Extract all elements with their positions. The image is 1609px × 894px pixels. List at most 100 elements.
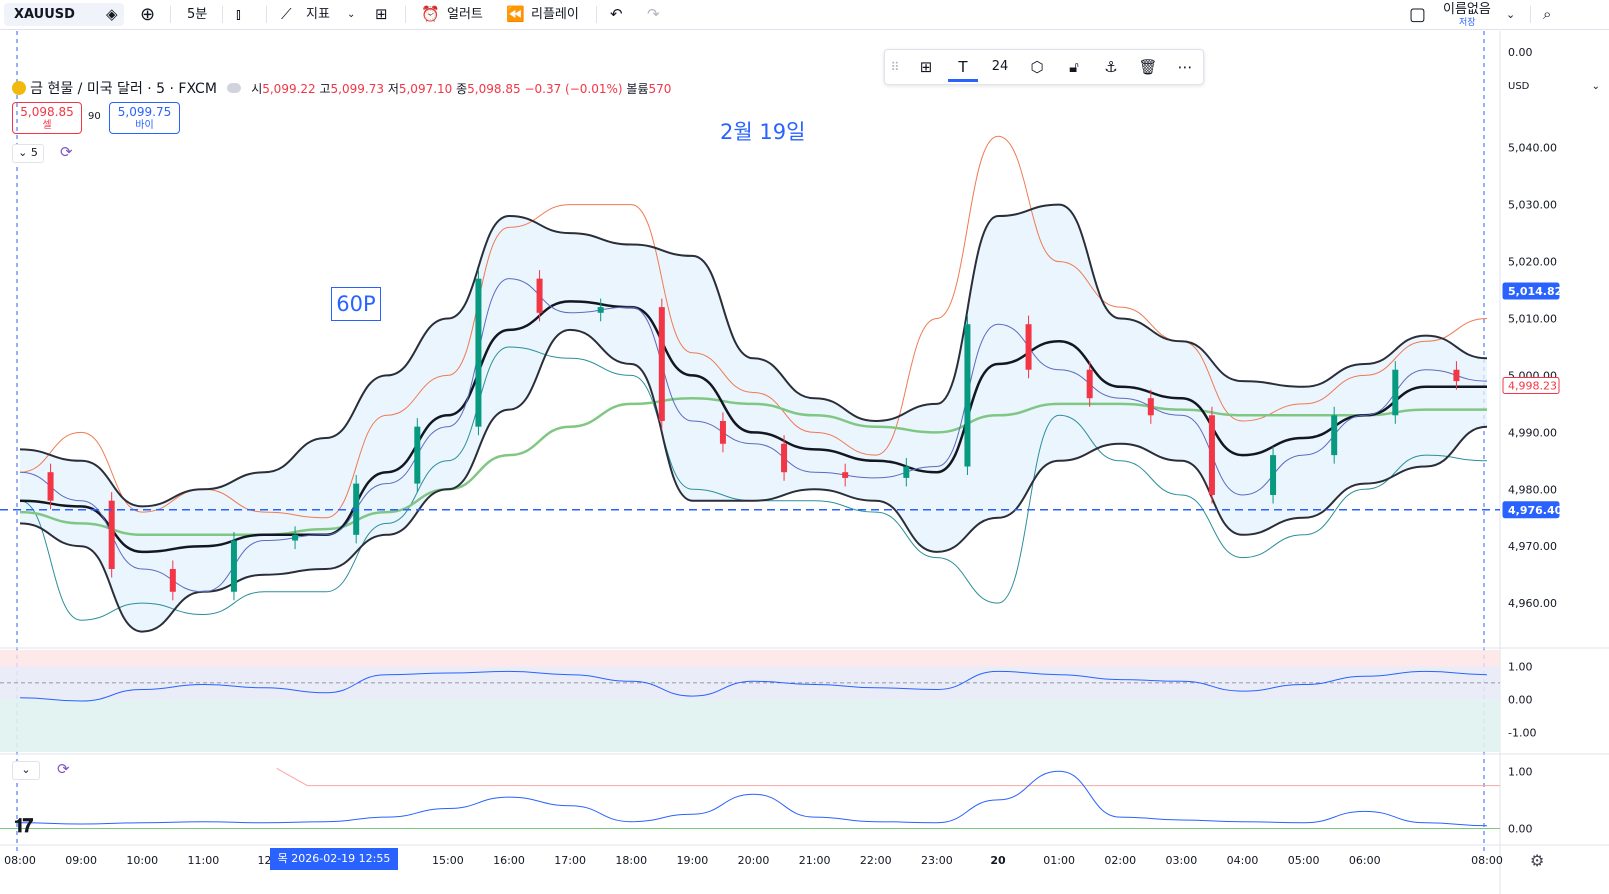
- time-tick-label: 19:00: [677, 854, 709, 867]
- price-axis-label: 4,976.40: [1508, 504, 1563, 517]
- chevron-down-icon[interactable]: ⌄: [347, 9, 356, 20]
- replay-icon[interactable]: ⏪: [506, 5, 525, 23]
- price-tick-label: 5,040.00: [1508, 142, 1557, 155]
- time-tick-label: 20:00: [738, 854, 770, 867]
- templates-icon[interactable]: ⊞: [919, 58, 933, 76]
- price-tick-label: 4,990.00: [1508, 426, 1557, 439]
- gold-icon: [12, 81, 26, 95]
- price-tick-label: 5,010.00: [1508, 312, 1557, 325]
- time-tick-label: 02:00: [1104, 854, 1136, 867]
- candle-body: [1025, 324, 1032, 370]
- lower-red-line: [276, 768, 1500, 787]
- price-axis-label: 4,998.23: [1508, 380, 1557, 393]
- open-value: 5,099.22: [262, 82, 316, 96]
- candle-body: [1208, 415, 1215, 495]
- sell-label: 셀: [42, 120, 52, 131]
- price-tick-label: 5,020.00: [1508, 256, 1557, 269]
- overbought-zone: [0, 650, 1500, 667]
- time-tick-label: 06:00: [1349, 854, 1381, 867]
- layout-save[interactable]: 저장: [1459, 18, 1476, 28]
- close-line: [19, 278, 1488, 593]
- layouts-icon[interactable]: ⊞: [375, 5, 388, 23]
- text-annotation-date[interactable]: 2월 19일: [720, 120, 806, 144]
- currency-chevron-icon: ⌄: [1592, 81, 1600, 92]
- layout-name[interactable]: 이름없음: [1443, 2, 1491, 17]
- buy-button[interactable]: 5,099.75 바이: [109, 102, 180, 134]
- time-tick-label: 20: [990, 854, 1006, 867]
- lock-icon[interactable]: 🔓︎: [1069, 58, 1079, 76]
- candle-body: [1453, 369, 1460, 382]
- price-tick-label: 4,960.00: [1508, 597, 1557, 610]
- symbol-icon[interactable]: ◈: [106, 5, 118, 23]
- price-tick-label: 4,980.00: [1508, 483, 1557, 496]
- basis-line: [19, 300, 1487, 554]
- drawing-toolbar: ⠿ ⊞ T 24 ⬡ 🔓︎ ⚓︎ 🗑︎ ⋯: [884, 49, 1204, 85]
- chart-canvas[interactable]: 5,040.005,030.005,020.005,010.005,000.00…: [0, 31, 1609, 894]
- layout-chevron-icon[interactable]: ⌄: [1506, 8, 1516, 21]
- chart-settings-icon[interactable]: ⚙: [1530, 851, 1545, 870]
- high-label: 고: [319, 82, 331, 96]
- legend-title[interactable]: 금 현물 / 미국 달러 · 5 · FXCM: [30, 81, 217, 97]
- time-tick-label: 23:00: [921, 854, 953, 867]
- text-color-icon[interactable]: T: [948, 50, 978, 82]
- candle-body: [1392, 369, 1399, 416]
- sell-button[interactable]: 5,098.85 셀: [12, 102, 82, 134]
- more-icon[interactable]: ⋯: [1177, 58, 1193, 76]
- symbol-search[interactable]: XAUUSD: [4, 3, 124, 26]
- settings-hex-icon[interactable]: ⬡: [1030, 58, 1044, 76]
- undo-icon[interactable]: ↶: [610, 5, 623, 23]
- text-annotation-box[interactable]: 60P: [331, 287, 381, 321]
- tradingview-logo[interactable]: 𝟏𝟕: [14, 815, 33, 837]
- chart-legend: 금 현물 / 미국 달러 · 5 · FXCM 시5,099.22 고5,099…: [12, 78, 671, 98]
- layout-square-icon[interactable]: ▢: [1409, 4, 1427, 25]
- candle-body: [47, 472, 54, 501]
- time-tick-label: 16:00: [493, 854, 525, 867]
- indicators-collapse-button[interactable]: ⌄ 5: [12, 144, 44, 163]
- candle-body: [842, 472, 849, 478]
- delete-icon[interactable]: 🗑︎: [1138, 58, 1158, 76]
- time-tick-label: 17:00: [554, 854, 586, 867]
- low-label: 저: [387, 82, 399, 96]
- font-size-button[interactable]: 24: [991, 59, 1009, 74]
- indicators-icon[interactable]: ⟋: [281, 5, 292, 23]
- candle-body: [230, 540, 237, 592]
- time-tick-label: 03:00: [1166, 854, 1198, 867]
- anchor-icon[interactable]: ⚓︎: [1104, 58, 1118, 76]
- oversold-zone: [0, 699, 1500, 752]
- sync-icon[interactable]: ⟳: [60, 143, 73, 161]
- sell-price: 5,098.85: [20, 105, 74, 119]
- upper-band-line: [19, 203, 1488, 508]
- candle-body: [536, 278, 543, 313]
- oscillator-tick-label: 0.00: [1508, 693, 1533, 706]
- indicators-button[interactable]: 지표: [306, 7, 330, 22]
- buy-label: 바이: [135, 120, 154, 131]
- price-tick-label: 4,970.00: [1508, 540, 1557, 553]
- add-symbol-icon[interactable]: ⊕: [140, 4, 156, 25]
- time-tick-label: 11:00: [188, 854, 220, 867]
- interval-button[interactable]: 5분: [187, 7, 208, 22]
- band-fill: [20, 204, 1487, 632]
- price-axis-label: 5,014.82: [1508, 285, 1562, 298]
- pane-collapse-button[interactable]: ⌄: [12, 761, 40, 780]
- candle-type-icon[interactable]: ⫾: [236, 5, 241, 23]
- time-tick-label: 08:00: [1471, 854, 1503, 867]
- redo-icon[interactable]: ↷: [647, 5, 660, 23]
- time-tick-label: 04:00: [1227, 854, 1259, 867]
- alert-button[interactable]: 얼러트: [447, 7, 483, 22]
- close-value: 5,098.85: [467, 82, 521, 96]
- high-value: 5,099.73: [330, 82, 384, 96]
- lower-tick-label: 0.00: [1508, 823, 1533, 836]
- toggle-icon[interactable]: [227, 83, 242, 93]
- drag-handle-icon[interactable]: ⠿: [890, 60, 900, 74]
- buy-price: 5,099.75: [117, 105, 172, 119]
- candle-body: [903, 466, 910, 478]
- pane-sync-icon[interactable]: ⟳: [57, 760, 70, 778]
- quick-search-icon[interactable]: ⌕: [1543, 5, 1552, 23]
- alert-icon[interactable]: ⏰: [421, 5, 440, 23]
- lower-band-line: [19, 328, 1488, 633]
- replay-button[interactable]: 리플레이: [531, 7, 579, 22]
- oscillator-tick-label: -1.00: [1508, 726, 1536, 739]
- chevron-down-icon: ⌄: [18, 146, 28, 159]
- indicator-count: 5: [30, 146, 38, 159]
- candle-body: [414, 426, 421, 484]
